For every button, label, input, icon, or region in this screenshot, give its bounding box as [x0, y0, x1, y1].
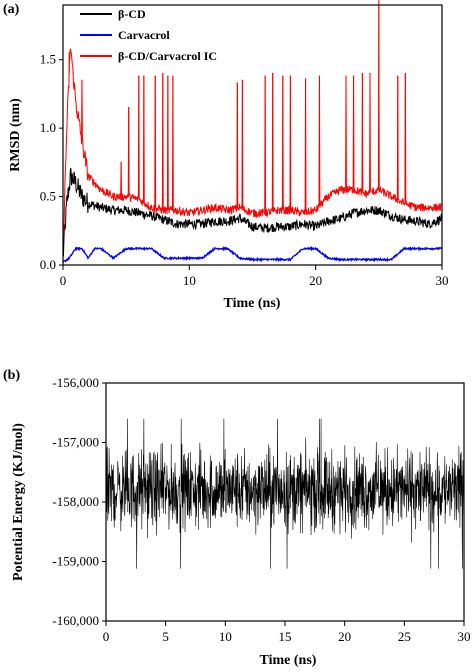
- panel-b-x-axis-title: Time (ns): [260, 653, 317, 668]
- panel-a-frame: [62, 4, 443, 266]
- panel-b-plot-area: [105, 418, 465, 569]
- panel-b-x-tick-label: 25: [398, 629, 411, 644]
- panel-a-y-tick-label: 0.0: [40, 257, 56, 272]
- panel-b-y-tick-label: -158,000: [52, 494, 99, 509]
- panel-b-x-tick-label: 20: [338, 629, 351, 644]
- panel-a-plot-area: [62, 0, 443, 263]
- beta-cd-series-line: [62, 168, 443, 257]
- panel-a-y-axis-title: RMSD (nm): [8, 98, 23, 172]
- panel-a-x-tick-label: 30: [436, 273, 449, 288]
- legend-label-carvacrol: Carvacrol: [118, 28, 170, 42]
- panel-a-y-tick-label: 1.0: [40, 120, 56, 135]
- panel-b-y-tick-label: -159,000: [52, 554, 99, 569]
- panel-a-legend: β-CD Carvacrol β-CD/Carvacrol IC: [80, 7, 217, 63]
- panel-b-label: (b): [3, 368, 20, 383]
- panel-b-x-tick-label: 5: [162, 629, 169, 644]
- panel-b-x-tick-label: 30: [458, 629, 471, 644]
- panel-a-y-tick-label: 1.5: [40, 52, 56, 67]
- panel-a-x-tick-label: 20: [309, 273, 322, 288]
- panel-a-y-ticks: 0.0 0.5 1.0 1.5: [40, 52, 63, 272]
- carvacrol-series-line: [62, 245, 443, 263]
- panel-a-x-tick-label: 10: [183, 273, 196, 288]
- panel-b-x-tick-label: 10: [219, 629, 232, 644]
- legend-label-beta-cd: β-CD: [118, 7, 146, 21]
- panel-b-y-tick-label: -160,000: [52, 613, 99, 628]
- legend-label-inclusion-complex: β-CD/Carvacrol IC: [118, 49, 217, 63]
- panel-b-x-tick-label: 15: [279, 629, 292, 644]
- panel-b-y-tick-label: -157,000: [52, 435, 99, 450]
- panel-b-y-axis-title: Potential Energy (KJ/mol): [11, 423, 26, 581]
- panel-a-x-tick-label: 0: [60, 273, 67, 288]
- panel-a-rmsd-chart: (a) 0.0 0.5 1.0 1.5 0 10 20 30 Time (ns) RMSD …: [3, 0, 449, 311]
- panel-b-y-ticks: -156,000 -157,000 -158,000 -159,000 -160,000: [52, 375, 106, 628]
- panel-a-y-tick-label: 0.5: [40, 189, 56, 204]
- panel-b-y-tick-label: -156,000: [52, 375, 99, 390]
- panel-b-potential-energy-chart: (b) -156,000 -157,000 -158,000 -159,000 -160…: [3, 368, 471, 668]
- panel-a-label: (a): [3, 2, 20, 17]
- panel-b-x-ticks: 0 5 10 15 20 25 30: [103, 621, 471, 644]
- panel-b-x-tick-label: 0: [103, 629, 110, 644]
- panel-a-x-ticks: 0 10 20 30: [60, 265, 449, 288]
- potential-energy-series-line: [105, 418, 465, 569]
- panel-a-x-axis-title: Time (ns): [224, 296, 281, 311]
